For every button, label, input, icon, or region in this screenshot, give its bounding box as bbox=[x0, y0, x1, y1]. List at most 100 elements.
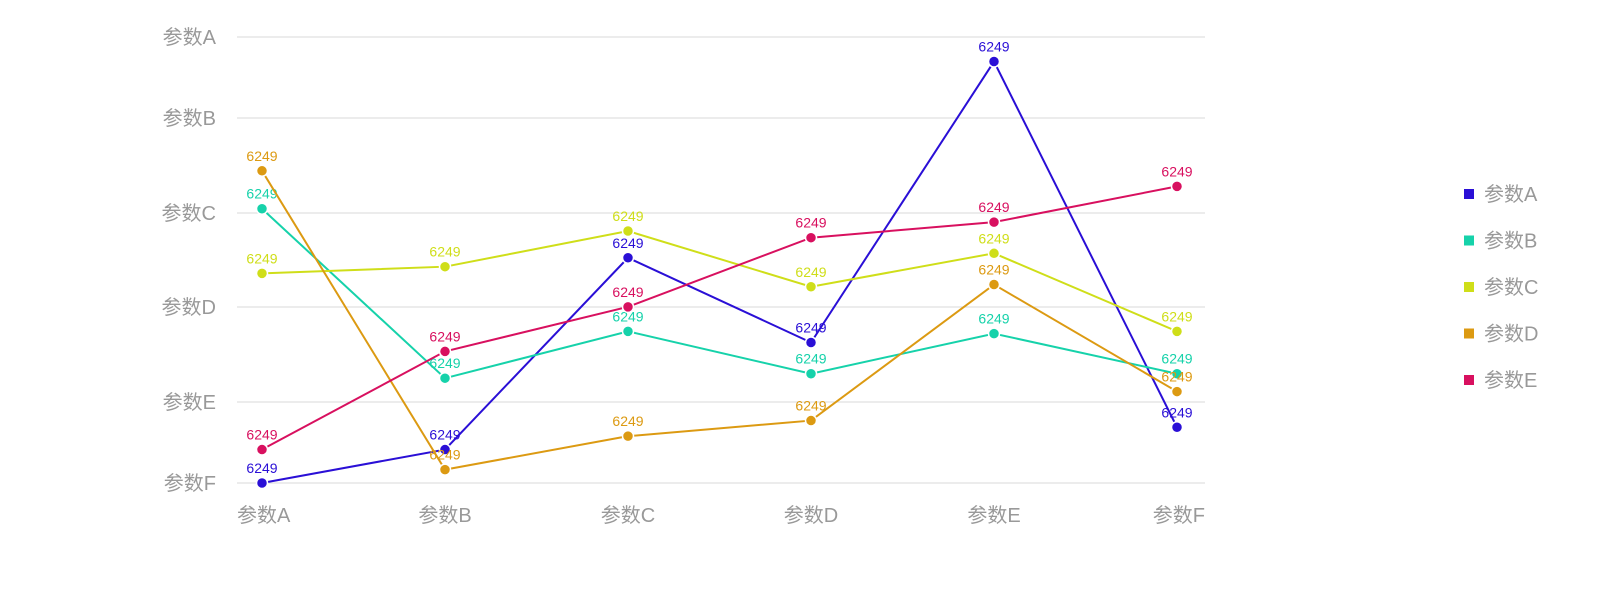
data-label: 6249 bbox=[1161, 404, 1192, 420]
data-point[interactable] bbox=[987, 327, 1001, 340]
data-label: 6249 bbox=[246, 250, 277, 266]
legend-label: 参数E bbox=[1484, 369, 1537, 392]
data-point[interactable] bbox=[1170, 385, 1184, 398]
series-2: 6249 6249 6249 6249 6249 6249 bbox=[246, 186, 1193, 385]
data-label: 6249 bbox=[978, 199, 1009, 215]
legend-item[interactable]: 参数C bbox=[1464, 276, 1538, 299]
series-3: 6249 6249 6249 6249 6249 6249 bbox=[246, 208, 1193, 338]
data-label: 6249 bbox=[978, 262, 1009, 278]
data-point[interactable] bbox=[255, 267, 269, 280]
data-point[interactable] bbox=[621, 325, 635, 338]
data-point[interactable] bbox=[804, 280, 818, 294]
x-tick-label: 参数A bbox=[237, 504, 291, 527]
data-label: 6249 bbox=[1161, 351, 1192, 367]
data-label: 6249 bbox=[612, 284, 643, 300]
x-tick-label: 参数F bbox=[1153, 504, 1205, 527]
data-point[interactable] bbox=[438, 463, 452, 476]
y-tick-label: 参数D bbox=[162, 296, 216, 319]
legend-item[interactable]: 参数E bbox=[1464, 369, 1537, 392]
data-label: 6249 bbox=[429, 447, 460, 463]
data-label: 6249 bbox=[246, 460, 277, 476]
y-axis: 参数A 参数B 参数C 参数D 参数E 参数F bbox=[162, 26, 217, 495]
legend-label: 参数C bbox=[1484, 276, 1538, 299]
data-point[interactable] bbox=[987, 278, 1001, 291]
legend-item[interactable]: 参数D bbox=[1464, 323, 1538, 346]
series-line bbox=[261, 59, 1178, 484]
data-point[interactable] bbox=[255, 476, 269, 490]
y-tick-label: 参数B bbox=[163, 107, 216, 130]
y-tick-label: 参数C bbox=[162, 202, 216, 225]
legend-swatch bbox=[1464, 189, 1474, 199]
series-layer: 6249624962496249624962496249624962496249… bbox=[246, 39, 1193, 490]
series-4: 6249 6249 6249 6249 6249 6249 bbox=[246, 148, 1193, 476]
data-label: 6249 bbox=[429, 355, 460, 371]
data-point[interactable] bbox=[621, 251, 635, 265]
series-line bbox=[261, 207, 1178, 380]
legend-swatch bbox=[1464, 328, 1474, 339]
legend-label: 参数A bbox=[1484, 183, 1538, 206]
data-label: 6249 bbox=[795, 264, 826, 280]
grid-layer bbox=[237, 36, 1205, 484]
data-point[interactable] bbox=[1170, 421, 1184, 434]
data-point[interactable] bbox=[438, 345, 452, 358]
y-tick-label: 参数E bbox=[163, 391, 216, 414]
data-label: 6249 bbox=[978, 311, 1009, 327]
data-label: 6249 bbox=[429, 244, 460, 260]
x-tick-label: 参数C bbox=[601, 504, 655, 527]
data-label: 6249 bbox=[612, 413, 643, 429]
data-point[interactable] bbox=[255, 202, 269, 215]
data-point[interactable] bbox=[987, 215, 1001, 229]
data-label: 6249 bbox=[795, 320, 826, 336]
x-tick-label: 参数D bbox=[784, 504, 838, 527]
data-point[interactable] bbox=[255, 443, 269, 456]
y-tick-label: 参数F bbox=[164, 472, 216, 495]
data-label: 6249 bbox=[612, 235, 643, 251]
data-point[interactable] bbox=[621, 300, 635, 314]
series-line bbox=[261, 229, 1178, 333]
data-point[interactable] bbox=[1170, 367, 1184, 380]
data-point[interactable] bbox=[987, 247, 1001, 260]
data-label: 6249 bbox=[612, 208, 643, 224]
data-point[interactable] bbox=[1170, 180, 1184, 193]
data-point[interactable] bbox=[987, 55, 1001, 68]
data-point[interactable] bbox=[804, 414, 818, 427]
legend[interactable]: 参数A 参数B 参数C 参数D 参数E bbox=[1464, 183, 1538, 392]
data-point[interactable] bbox=[438, 371, 452, 385]
data-label: 6249 bbox=[1161, 369, 1192, 385]
data-label: 6249 bbox=[795, 351, 826, 367]
data-point[interactable] bbox=[804, 336, 818, 349]
data-point[interactable] bbox=[255, 164, 269, 178]
legend-swatch bbox=[1464, 282, 1474, 292]
data-label: 6249 bbox=[795, 398, 826, 414]
x-tick-label: 参数E bbox=[967, 504, 1020, 527]
legend-item[interactable]: 参数A bbox=[1464, 183, 1538, 206]
legend-swatch bbox=[1464, 235, 1474, 246]
data-label: 6249 bbox=[978, 39, 1009, 55]
legend-item[interactable]: 参数B bbox=[1464, 230, 1537, 253]
data-label: 6249 bbox=[246, 148, 277, 164]
legend-label: 参数B bbox=[1484, 230, 1537, 253]
legend-label: 参数D bbox=[1484, 323, 1538, 346]
data-label: 6249 bbox=[429, 427, 460, 443]
legend-swatch bbox=[1464, 375, 1474, 385]
data-label: 6249 bbox=[795, 215, 826, 231]
data-point[interactable] bbox=[804, 231, 818, 244]
data-point[interactable] bbox=[438, 260, 452, 273]
series-5: 6249 6249 6249 6249 6249 6249 bbox=[246, 163, 1193, 456]
x-axis: 参数A 参数B 参数C 参数D 参数E 参数F bbox=[237, 504, 1205, 527]
data-point[interactable] bbox=[621, 224, 635, 238]
x-tick-label: 参数B bbox=[418, 504, 471, 527]
series-line bbox=[261, 170, 1178, 471]
data-point[interactable] bbox=[804, 367, 818, 380]
y-tick-label: 参数A bbox=[163, 26, 217, 49]
data-label: 6249 bbox=[1161, 308, 1192, 324]
data-label: 6249 bbox=[978, 230, 1009, 246]
data-label: 6249 bbox=[246, 427, 277, 443]
series-line bbox=[261, 185, 1178, 451]
data-point[interactable] bbox=[621, 429, 635, 443]
data-point[interactable] bbox=[1170, 325, 1184, 338]
data-label: 6249 bbox=[1161, 163, 1192, 179]
data-point[interactable] bbox=[438, 443, 452, 456]
